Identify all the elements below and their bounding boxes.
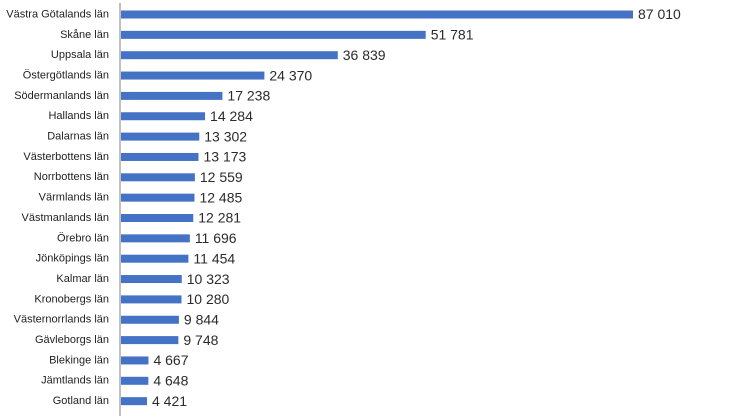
category-label-13: Kalmar län bbox=[56, 273, 109, 285]
bars-group bbox=[121, 10, 633, 406]
bar-6 bbox=[121, 132, 200, 141]
bar-18 bbox=[121, 376, 149, 385]
category-label-1: Skåne län bbox=[60, 29, 109, 41]
category-label-4: Södermanlands län bbox=[14, 90, 109, 102]
value-label-5: 14 284 bbox=[210, 108, 253, 124]
category-label-17: Blekinge län bbox=[49, 354, 109, 366]
category-label-6: Dalarnas län bbox=[47, 131, 109, 143]
bar-15 bbox=[121, 315, 179, 324]
category-label-0: Västra Götalands län bbox=[6, 8, 109, 20]
value-label-1: 51 781 bbox=[431, 27, 474, 43]
category-label-2: Uppsala län bbox=[51, 49, 109, 61]
bar-7 bbox=[121, 152, 199, 161]
value-label-19: 4 421 bbox=[152, 393, 187, 409]
category-label-8: Norrbottens län bbox=[34, 171, 109, 183]
category-label-15: Västernorrlands län bbox=[14, 314, 109, 326]
category-label-5: Hallands län bbox=[48, 110, 109, 122]
bar-1 bbox=[121, 30, 426, 39]
bar-4 bbox=[121, 91, 223, 100]
value-label-13: 10 323 bbox=[187, 271, 230, 287]
category-label-18: Jämtlands län bbox=[41, 375, 109, 387]
bar-17 bbox=[121, 356, 149, 365]
category-labels-group: Västra Götalands län Skåne län Uppsala län… bbox=[6, 8, 109, 407]
category-label-14: Kronobergs län bbox=[34, 293, 109, 305]
value-label-2: 36 839 bbox=[343, 47, 386, 63]
category-label-19: Gotland län bbox=[53, 395, 109, 407]
bar-8 bbox=[121, 173, 195, 182]
bar-11 bbox=[121, 234, 190, 243]
value-label-4: 17 238 bbox=[227, 88, 270, 104]
category-label-12: Jönköpings län bbox=[36, 253, 109, 265]
value-label-16: 9 748 bbox=[183, 332, 218, 348]
bar-9 bbox=[121, 193, 195, 202]
value-label-15: 9 844 bbox=[184, 311, 219, 327]
bar-10 bbox=[121, 214, 194, 222]
value-label-18: 4 648 bbox=[153, 373, 188, 389]
bar-16 bbox=[121, 336, 179, 345]
value-label-8: 12 559 bbox=[200, 169, 243, 185]
value-labels-group: 87 010 51 781 36 839 24 370 17 238 14 284 13 3… bbox=[152, 6, 681, 409]
value-label-17: 4 667 bbox=[153, 352, 188, 368]
value-label-9: 12 485 bbox=[199, 189, 242, 205]
bar-19 bbox=[121, 397, 148, 406]
category-label-11: Örebro län bbox=[57, 232, 109, 244]
category-label-16: Gävleborgs län bbox=[35, 334, 109, 346]
value-label-11: 11 696 bbox=[195, 230, 237, 246]
bar-5 bbox=[121, 112, 206, 121]
bar-3 bbox=[121, 71, 265, 80]
category-label-10: Västmanlands län bbox=[22, 212, 109, 224]
value-label-14: 10 280 bbox=[186, 291, 229, 307]
value-label-10: 12 281 bbox=[198, 210, 241, 226]
bar-13 bbox=[121, 275, 182, 284]
category-label-9: Värmlands län bbox=[39, 192, 109, 204]
value-label-6: 13 302 bbox=[204, 128, 247, 144]
bar-12 bbox=[121, 254, 189, 263]
value-label-0: 87 010 bbox=[638, 6, 681, 22]
bar-0 bbox=[121, 10, 633, 19]
value-label-7: 13 173 bbox=[204, 149, 247, 165]
bar-2 bbox=[121, 51, 338, 60]
bar-14 bbox=[121, 295, 182, 304]
value-label-3: 24 370 bbox=[269, 67, 312, 83]
category-label-3: Östergötlands län bbox=[23, 69, 109, 81]
value-label-12: 11 454 bbox=[193, 250, 235, 266]
category-label-7: Västerbottens län bbox=[23, 151, 109, 163]
